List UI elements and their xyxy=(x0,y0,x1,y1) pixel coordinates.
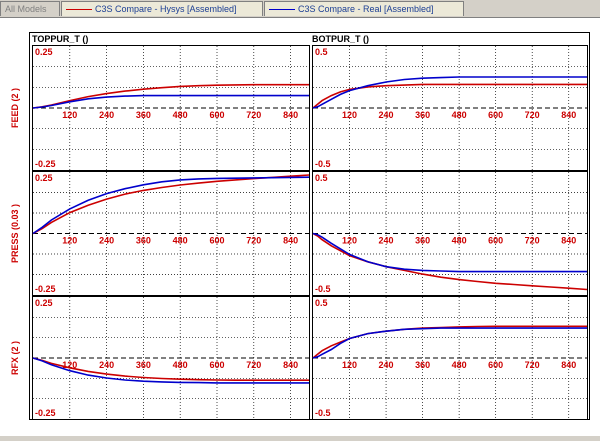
x-tick-label: 840 xyxy=(283,236,298,246)
tab-real-label: C3S Compare - Real [Assembled] xyxy=(298,4,434,14)
y-tick-label-bottom: -0.5 xyxy=(315,159,331,169)
y-tick-label-top: 0.5 xyxy=(315,298,328,308)
x-tick-label: 480 xyxy=(452,110,467,120)
y-tick-label-top: 0.5 xyxy=(315,47,328,57)
series-line-hysys xyxy=(32,83,309,109)
x-tick-label: 360 xyxy=(136,236,151,246)
series-line-real xyxy=(32,176,310,235)
panel-5: 120 240 360 480 600 720 840 0.25 -0.25 RFX (2 ) xyxy=(10,296,310,420)
x-tick-label: 360 xyxy=(415,110,430,120)
x-tick-label: 120 xyxy=(342,360,357,370)
hysys-line-swatch xyxy=(66,9,92,11)
panel-1: 120 240 360 480 600 720 840 0.25 -0.25 TOPPUR_T (… xyxy=(10,34,310,171)
x-tick-label: 600 xyxy=(209,110,224,120)
x-tick-label: 600 xyxy=(488,360,503,370)
y-tick-label-top: 0.25 xyxy=(35,298,53,308)
panel-border xyxy=(32,296,310,420)
x-tick-label: 600 xyxy=(488,236,503,246)
x-tick-label: 240 xyxy=(379,360,394,370)
x-tick-label: 480 xyxy=(173,236,188,246)
x-tick-label: 600 xyxy=(488,110,503,120)
plot-area: 120 240 360 480 600 720 840 0.25 -0.25 TOPPUR_T (… xyxy=(0,18,600,436)
y-axis-label: PRESS (0.03 ) xyxy=(10,204,20,263)
y-tick-label-bottom: -0.5 xyxy=(315,408,331,418)
series-line-real xyxy=(312,232,587,273)
chart-title: BOTPUR_T () xyxy=(312,34,369,44)
tab-hysys-label: C3S Compare - Hysys [Assembled] xyxy=(95,4,237,14)
tab-real[interactable]: C3S Compare - Real [Assembled] xyxy=(264,1,464,16)
x-tick-label: 720 xyxy=(525,236,540,246)
real-line-swatch xyxy=(269,9,295,11)
x-tick-label: 120 xyxy=(62,110,77,120)
x-tick-label: 360 xyxy=(415,360,430,370)
x-tick-label: 480 xyxy=(173,360,188,370)
series-line-real xyxy=(32,94,309,109)
x-tick-label: 360 xyxy=(415,236,430,246)
chart-title: TOPPUR_T () xyxy=(32,34,88,44)
x-tick-label: 240 xyxy=(99,360,114,370)
x-tick-label: 360 xyxy=(136,110,151,120)
y-tick-label-top: 0.25 xyxy=(35,47,53,57)
x-tick-label: 720 xyxy=(525,360,540,370)
series-line-hysys xyxy=(312,83,587,109)
panel-border xyxy=(32,171,310,296)
y-tick-label-top: 0.25 xyxy=(35,173,53,183)
x-tick-label: 120 xyxy=(62,236,77,246)
tab-bar: All Models C3S Compare - Hysys [Assemble… xyxy=(0,0,600,18)
series-line-real xyxy=(312,76,587,109)
y-tick-label-bottom: -0.25 xyxy=(35,159,56,169)
x-tick-label: 240 xyxy=(99,110,114,120)
x-tick-label: 120 xyxy=(342,236,357,246)
y-tick-label-bottom: -0.25 xyxy=(35,284,56,294)
x-tick-label: 360 xyxy=(136,360,151,370)
x-tick-label: 840 xyxy=(283,360,298,370)
series-line-real xyxy=(32,357,309,384)
series-line-hysys xyxy=(312,232,588,291)
y-axis-label: FEED (2 ) xyxy=(10,88,20,128)
tab-all-models-label: All Models xyxy=(5,4,47,14)
panel-4: 120 240 360 480 600 720 840 0.5 -0.5 xyxy=(312,171,588,296)
x-tick-label: 480 xyxy=(452,236,467,246)
series-line-real xyxy=(312,327,587,359)
panel-border xyxy=(312,171,588,296)
x-tick-label: 720 xyxy=(246,360,261,370)
x-tick-label: 840 xyxy=(561,110,576,120)
panel-6: 120 240 360 480 600 720 840 0.5 -0.5 xyxy=(312,296,588,420)
series-line-hysys xyxy=(32,174,310,235)
tab-all-models[interactable]: All Models xyxy=(0,1,60,16)
series-line-hysys xyxy=(32,357,309,381)
x-tick-label: 120 xyxy=(342,110,357,120)
panel-border xyxy=(312,45,588,171)
x-tick-label: 840 xyxy=(561,360,576,370)
x-tick-label: 240 xyxy=(379,236,394,246)
panel-border xyxy=(32,45,310,171)
x-tick-label: 480 xyxy=(452,360,467,370)
x-tick-label: 240 xyxy=(379,110,394,120)
x-tick-label: 840 xyxy=(283,110,298,120)
chart-grid: 120 240 360 480 600 720 840 0.25 -0.25 TOPPUR_T (… xyxy=(10,32,590,420)
x-tick-label: 720 xyxy=(246,236,261,246)
x-tick-label: 600 xyxy=(209,360,224,370)
x-tick-label: 720 xyxy=(246,110,261,120)
y-tick-label-bottom: -0.25 xyxy=(35,408,56,418)
y-axis-label: RFX (2 ) xyxy=(10,341,20,375)
y-tick-label-top: 0.5 xyxy=(315,173,328,183)
x-tick-label: 840 xyxy=(561,236,576,246)
x-tick-label: 480 xyxy=(173,110,188,120)
x-tick-label: 600 xyxy=(209,236,224,246)
x-tick-label: 240 xyxy=(99,236,114,246)
panel-border xyxy=(312,296,588,420)
series-line-hysys xyxy=(312,325,587,359)
panel-2: 120 240 360 480 600 720 840 0.5 -0.5 BOTPUR_T () xyxy=(312,34,588,171)
x-tick-label: 720 xyxy=(525,110,540,120)
x-tick-label: 120 xyxy=(62,360,77,370)
panel-3: 120 240 360 480 600 720 840 0.25 -0.25 PRESS (0.0… xyxy=(10,171,310,296)
y-tick-label-bottom: -0.5 xyxy=(315,284,331,294)
tab-hysys[interactable]: C3S Compare - Hysys [Assembled] xyxy=(61,1,263,16)
